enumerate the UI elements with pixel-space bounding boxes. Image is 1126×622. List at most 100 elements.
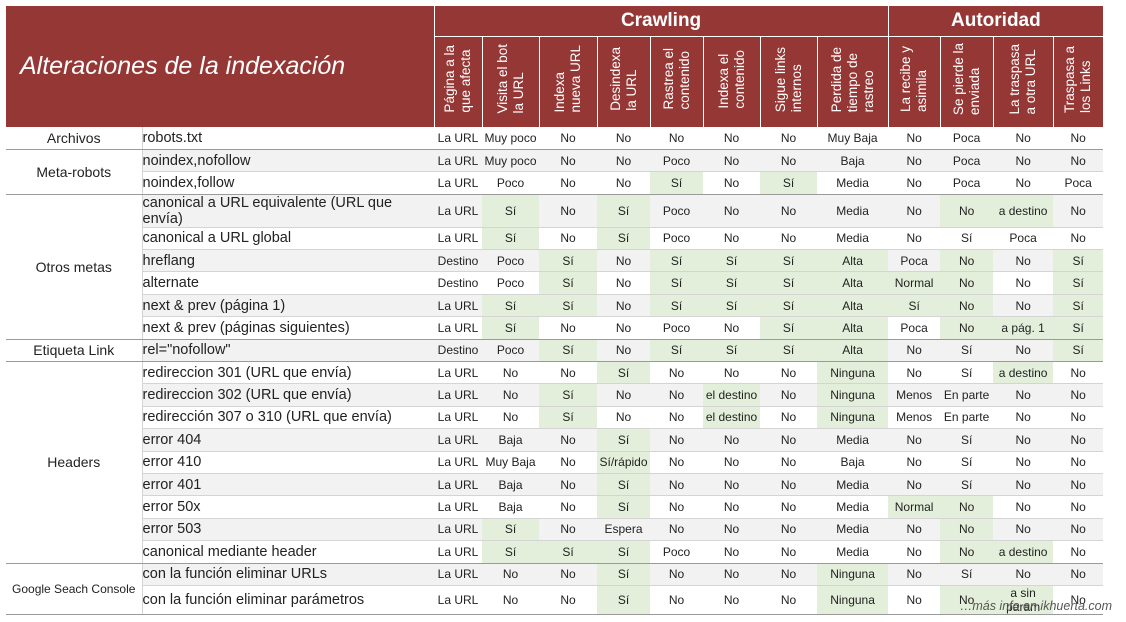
- table-cell: Sí: [703, 339, 760, 363]
- table-cell: Sí: [760, 316, 817, 340]
- table-cell: No: [760, 585, 817, 615]
- table-cell: No: [940, 294, 994, 318]
- table-cell: La URL: [434, 451, 482, 474]
- table-cell: a pág. 1: [993, 316, 1054, 340]
- table-cell: Sí: [539, 540, 597, 564]
- row-label: error 50x: [142, 495, 434, 519]
- table-cell: Poca: [940, 171, 994, 195]
- table-row: error 410 La URL Muy Baja No Sí/rápido No No No…: [6, 451, 1104, 474]
- table-cell: Sí: [539, 249, 597, 273]
- table-cell: No: [703, 518, 760, 542]
- column-header: Traspasa a los Links: [1052, 36, 1104, 127]
- table-cell: No: [940, 585, 994, 615]
- table-cell: Menos: [888, 383, 941, 407]
- table-cell: Alta: [817, 316, 889, 340]
- table-cell: La URL: [434, 194, 482, 228]
- column-header-label: Se pierde la enviada: [950, 43, 982, 116]
- table-cell: Destino: [434, 339, 482, 363]
- table-cell: Sí: [940, 361, 994, 385]
- table-row: Otros metas canonical a URL equivalente (…: [6, 194, 1104, 340]
- column-header-label: Sigue links internos: [772, 46, 804, 112]
- table-cell: La URL: [434, 227, 482, 251]
- table-cell: Poca: [940, 127, 994, 150]
- table-cell: No: [703, 149, 760, 173]
- table-cell: No: [597, 149, 650, 173]
- table-row: next & prev (páginas siguientes) La URL Sí…: [6, 316, 1104, 340]
- table-cell: La URL: [434, 127, 482, 150]
- table-cell: No: [760, 127, 817, 150]
- table-cell: Sí: [940, 428, 994, 452]
- table-cell: No: [1053, 361, 1104, 385]
- table-cell: No: [993, 127, 1054, 150]
- column-header: Sigue links internos: [759, 36, 817, 127]
- table-cell: Media: [817, 495, 889, 519]
- table-cell: No: [1053, 406, 1104, 430]
- table-cell: Sí: [597, 540, 650, 564]
- table-cell: Sí: [597, 473, 650, 497]
- table-cell: Ninguna: [817, 585, 889, 615]
- table-cell: Media: [817, 473, 889, 497]
- table-cell: Sí: [539, 339, 597, 363]
- table-cell: Poco: [650, 316, 703, 340]
- table-cell: No: [993, 518, 1054, 542]
- table-cell: Sí: [482, 227, 539, 251]
- table-cell: Sí: [940, 473, 994, 497]
- table-cell: Sí: [940, 339, 994, 363]
- table-cell: Media: [817, 171, 889, 195]
- table-cell: No: [703, 428, 760, 452]
- table-cell: Sí: [940, 563, 994, 586]
- row-label: next & prev (página 1): [142, 294, 434, 318]
- table-cell: Sí: [1053, 339, 1104, 363]
- row-label: error 404: [142, 428, 434, 452]
- table-cell: No: [760, 518, 817, 542]
- table-cell: Baja: [482, 473, 539, 497]
- table-cell: Media: [817, 518, 889, 542]
- table-cell: No: [539, 495, 597, 519]
- column-header-label: La recibe y asimila: [898, 46, 930, 113]
- table-cell: Poco: [482, 271, 539, 295]
- table-cell: No: [888, 428, 941, 452]
- table-cell: En parte: [940, 383, 994, 407]
- table-cell: No: [888, 585, 941, 615]
- table-cell: Muy Baja: [817, 127, 889, 150]
- table-cell: No: [760, 451, 817, 474]
- table-cell: No: [1053, 383, 1104, 407]
- row-label: noindex,nofollow: [142, 149, 434, 173]
- footer-note[interactable]: …más info en ikhuerta.com: [959, 599, 1112, 613]
- table-cell: No: [703, 540, 760, 564]
- table-cell: Sí: [597, 495, 650, 519]
- table-cell: No: [703, 127, 760, 150]
- table-cell: No: [539, 171, 597, 195]
- table-cell: Media: [817, 428, 889, 452]
- table-cell: Alta: [817, 249, 889, 273]
- table-cell: Sí: [597, 361, 650, 385]
- table-cell: No: [539, 227, 597, 251]
- table-cell: No: [760, 406, 817, 430]
- table-cell: No: [482, 563, 539, 586]
- table-cell: Poco: [650, 540, 703, 564]
- table-cell: Poco: [482, 339, 539, 363]
- column-header-label: Rastrea el contenido: [660, 48, 692, 111]
- row-label: next & prev (páginas siguientes): [142, 316, 434, 340]
- table-cell: No: [703, 316, 760, 340]
- table-cell: No: [888, 563, 941, 586]
- column-header: Indexa el contenido: [702, 36, 760, 127]
- table-cell: No: [888, 451, 941, 474]
- table-cell: La URL: [434, 361, 482, 385]
- row-label: error 503: [142, 518, 434, 542]
- table-cell: Sí: [650, 249, 703, 273]
- table-cell: No: [703, 194, 760, 228]
- table-row: con la función eliminar parámetros La URL…: [6, 585, 1104, 615]
- table-cell: Media: [817, 194, 889, 228]
- table-cell: No: [597, 339, 650, 363]
- table-cell: No: [760, 383, 817, 407]
- column-header-label: La traspasa a otra URL: [1007, 43, 1039, 115]
- row-label: noindex,follow: [142, 171, 434, 195]
- table-cell: Sí: [1053, 249, 1104, 273]
- table-row: canonical a URL global La URL Sí No Sí Poco No…: [6, 227, 1104, 251]
- table-cell: No: [482, 585, 539, 615]
- table-cell: No: [539, 451, 597, 474]
- column-header: Rastrea el contenido: [649, 36, 703, 127]
- table-row: error 404 La URL Baja No Sí No No No Media No Sí No…: [6, 428, 1104, 452]
- table-cell: No: [650, 361, 703, 385]
